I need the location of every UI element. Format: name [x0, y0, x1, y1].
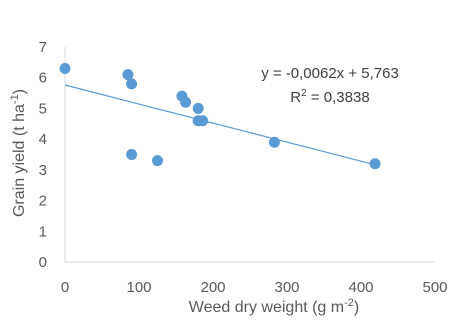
y-tick-label: 7 — [39, 39, 47, 56]
x-tick-label: 0 — [61, 279, 69, 296]
r-squared-label: R2 = 0,3838 — [290, 88, 369, 106]
data-point — [126, 78, 138, 90]
data-point — [126, 149, 138, 160]
y-tick-label: 3 — [39, 162, 47, 179]
x-tick-label: 300 — [274, 279, 299, 296]
data-point — [192, 102, 204, 114]
x-tick-labels: 0 100 200 300 400 500 — [61, 279, 448, 296]
y-tick-label: 1 — [39, 223, 47, 240]
data-point — [122, 69, 134, 81]
data-point — [369, 158, 381, 170]
trendline-equation: y = -0,0062x + 5,763 — [261, 65, 399, 82]
x-tick-label: 500 — [422, 279, 447, 296]
trendline — [64, 84, 376, 166]
y-tick-label: 2 — [39, 193, 47, 210]
data-points — [59, 63, 381, 170]
y-tick-labels: 0 1 2 3 4 5 6 7 — [39, 39, 47, 271]
y-axis-title: Grain yield (t ha-1) — [9, 89, 28, 217]
plot-area: 0 1 2 3 4 5 6 7 0 100 200 300 400 500 — [39, 39, 448, 296]
data-point — [268, 136, 280, 148]
y-tick-label: 4 — [39, 131, 47, 148]
y-tick-label: 5 — [39, 100, 47, 117]
data-point — [152, 155, 163, 167]
data-point — [197, 115, 209, 127]
x-tick-label: 100 — [126, 279, 151, 296]
data-point — [59, 63, 71, 74]
x-axis-title: Weed dry weight (g m-2) — [189, 297, 359, 316]
x-tick-label: 400 — [348, 279, 373, 296]
x-tick-label: 200 — [200, 279, 225, 296]
data-point — [180, 96, 192, 108]
y-tick-label: 6 — [39, 70, 47, 87]
y-tick-label: 0 — [39, 254, 47, 271]
